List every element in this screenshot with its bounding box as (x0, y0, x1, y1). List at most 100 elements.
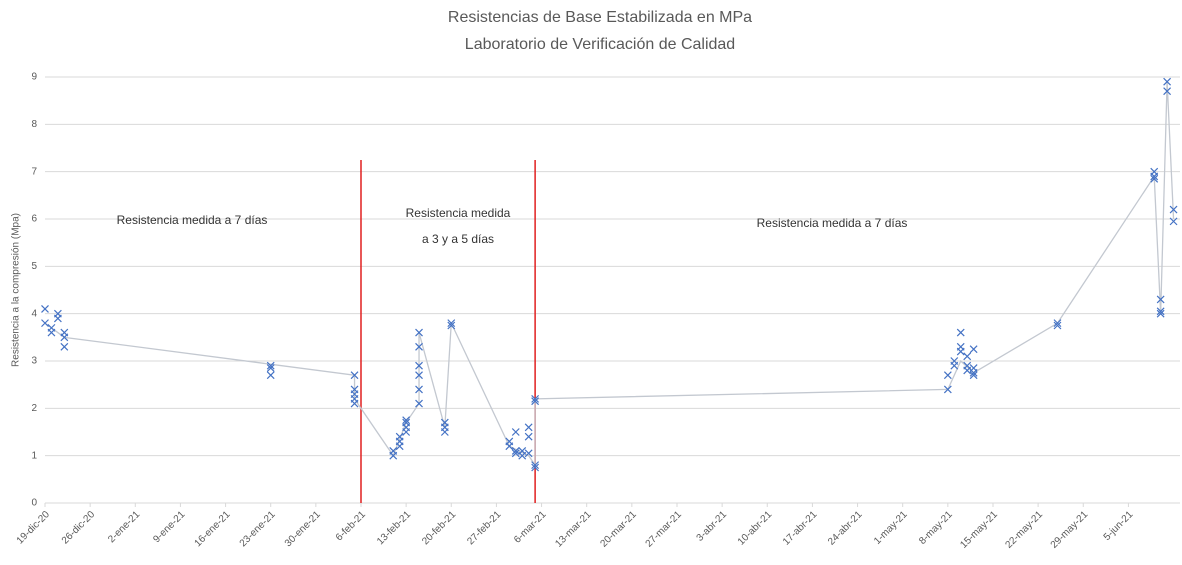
y-tick-label: 8 (31, 119, 37, 130)
data-point (1163, 87, 1172, 96)
data-point (60, 342, 69, 351)
data-point (1156, 307, 1165, 316)
y-tick-label: 6 (31, 214, 37, 225)
data-point (1053, 321, 1062, 330)
data-point (511, 428, 520, 436)
x-tick-label: 17-abr-21 (781, 509, 820, 548)
data-point (969, 364, 978, 373)
data-point (1150, 174, 1159, 183)
x-tick-label: 6-mar-21 (512, 509, 549, 546)
y-axis-label: Resistencia a la compresión (Mpa) (11, 213, 22, 367)
x-tick-label: 3-abr-21 (695, 509, 730, 544)
data-point (1053, 319, 1062, 328)
data-point (266, 361, 275, 370)
x-tick-label: 8-may-21 (917, 509, 955, 547)
x-tick-label: 15-may-21 (958, 509, 1000, 551)
data-point (415, 371, 423, 380)
x-tick-label: 13-mar-21 (553, 509, 594, 550)
x-tick-label: 26-dic-20 (60, 509, 98, 547)
data-point (402, 416, 411, 425)
data-point (531, 397, 540, 406)
data-point (447, 319, 456, 328)
data-point (963, 366, 972, 375)
annotation: Resistencia medida (406, 206, 511, 220)
data-point (266, 364, 275, 373)
data-point (350, 399, 359, 408)
x-tick-label: 6-feb-21 (334, 509, 368, 543)
x-tick-label: 9-ene-21 (151, 509, 187, 545)
x-tick-label: 13-feb-21 (375, 509, 413, 547)
data-point (531, 461, 540, 470)
data-point (524, 423, 533, 432)
data-point (350, 371, 359, 380)
y-tick-label: 2 (31, 403, 37, 414)
x-tick-label: 5-jun-21 (1102, 509, 1136, 543)
data-point (60, 333, 69, 342)
x-tick-label: 30-ene-21 (283, 509, 323, 549)
data-point (950, 357, 959, 365)
x-tick-label: 27-mar-21 (644, 509, 685, 550)
data-point (531, 394, 540, 403)
data-point (969, 345, 978, 354)
chart-title: Resistencias de Base Estabilizada en MPa (448, 9, 752, 26)
data-point (389, 447, 398, 455)
data-point (41, 319, 49, 328)
x-tick-label: 16-ene-21 (193, 509, 233, 549)
y-tick-label: 7 (31, 166, 37, 177)
x-tick-label: 19-dic-20 (15, 509, 53, 547)
data-point (415, 328, 423, 337)
data-point (447, 321, 456, 330)
y-tick-label: 4 (31, 308, 37, 319)
data-point (1156, 309, 1165, 318)
y-tick-label: 5 (31, 261, 37, 272)
data-point (505, 437, 514, 446)
data-point (47, 328, 56, 337)
data-point (943, 371, 952, 380)
annotation: a 3 y a 5 días (422, 232, 494, 246)
data-point (1169, 205, 1178, 214)
y-tick-label: 0 (31, 498, 37, 509)
data-point (511, 447, 520, 455)
data-point (524, 432, 533, 441)
data-point (41, 305, 49, 313)
data-point (943, 385, 952, 394)
x-tick-label: 2-ene-21 (106, 509, 142, 545)
data-point (415, 399, 423, 408)
data-point (1169, 217, 1178, 226)
y-tick-label: 3 (31, 356, 37, 367)
data-point (969, 371, 978, 380)
data-point (1150, 172, 1159, 181)
data-point (963, 352, 972, 361)
y-tick-label: 1 (31, 450, 37, 461)
x-tick-label: 29-may-21 (1049, 509, 1091, 551)
y-tick-label: 9 (31, 72, 37, 83)
data-point (956, 347, 965, 356)
x-tick-label: 24-abr-21 (826, 509, 865, 548)
data-point (518, 447, 527, 455)
data-point (524, 449, 533, 458)
chart-subtitle: Laboratorio de Verificación de Calidad (465, 36, 735, 53)
data-point (1163, 77, 1172, 86)
x-tick-label: 10-abr-21 (736, 509, 775, 548)
x-tick-label: 1-may-21 (872, 509, 910, 547)
data-point (415, 361, 423, 370)
x-tick-label: 22-may-21 (1004, 509, 1046, 551)
data-point (395, 432, 404, 441)
data-point (402, 418, 411, 427)
data-point (531, 463, 540, 472)
data-point (440, 428, 449, 436)
x-tick-label: 20-feb-21 (420, 509, 458, 547)
annotation: Resistencia medida a 7 días (117, 213, 268, 227)
data-point (53, 309, 62, 318)
data-point (956, 328, 965, 337)
x-tick-label: 23-ene-21 (238, 509, 278, 549)
annotation: Resistencia medida a 7 días (757, 216, 908, 230)
data-point (266, 371, 275, 380)
data-point (1156, 295, 1165, 304)
trend-line (44, 81, 1175, 468)
x-tick-label: 20-mar-21 (598, 509, 639, 550)
data-point (415, 385, 423, 394)
data-point (511, 449, 520, 458)
data-point (415, 342, 423, 351)
